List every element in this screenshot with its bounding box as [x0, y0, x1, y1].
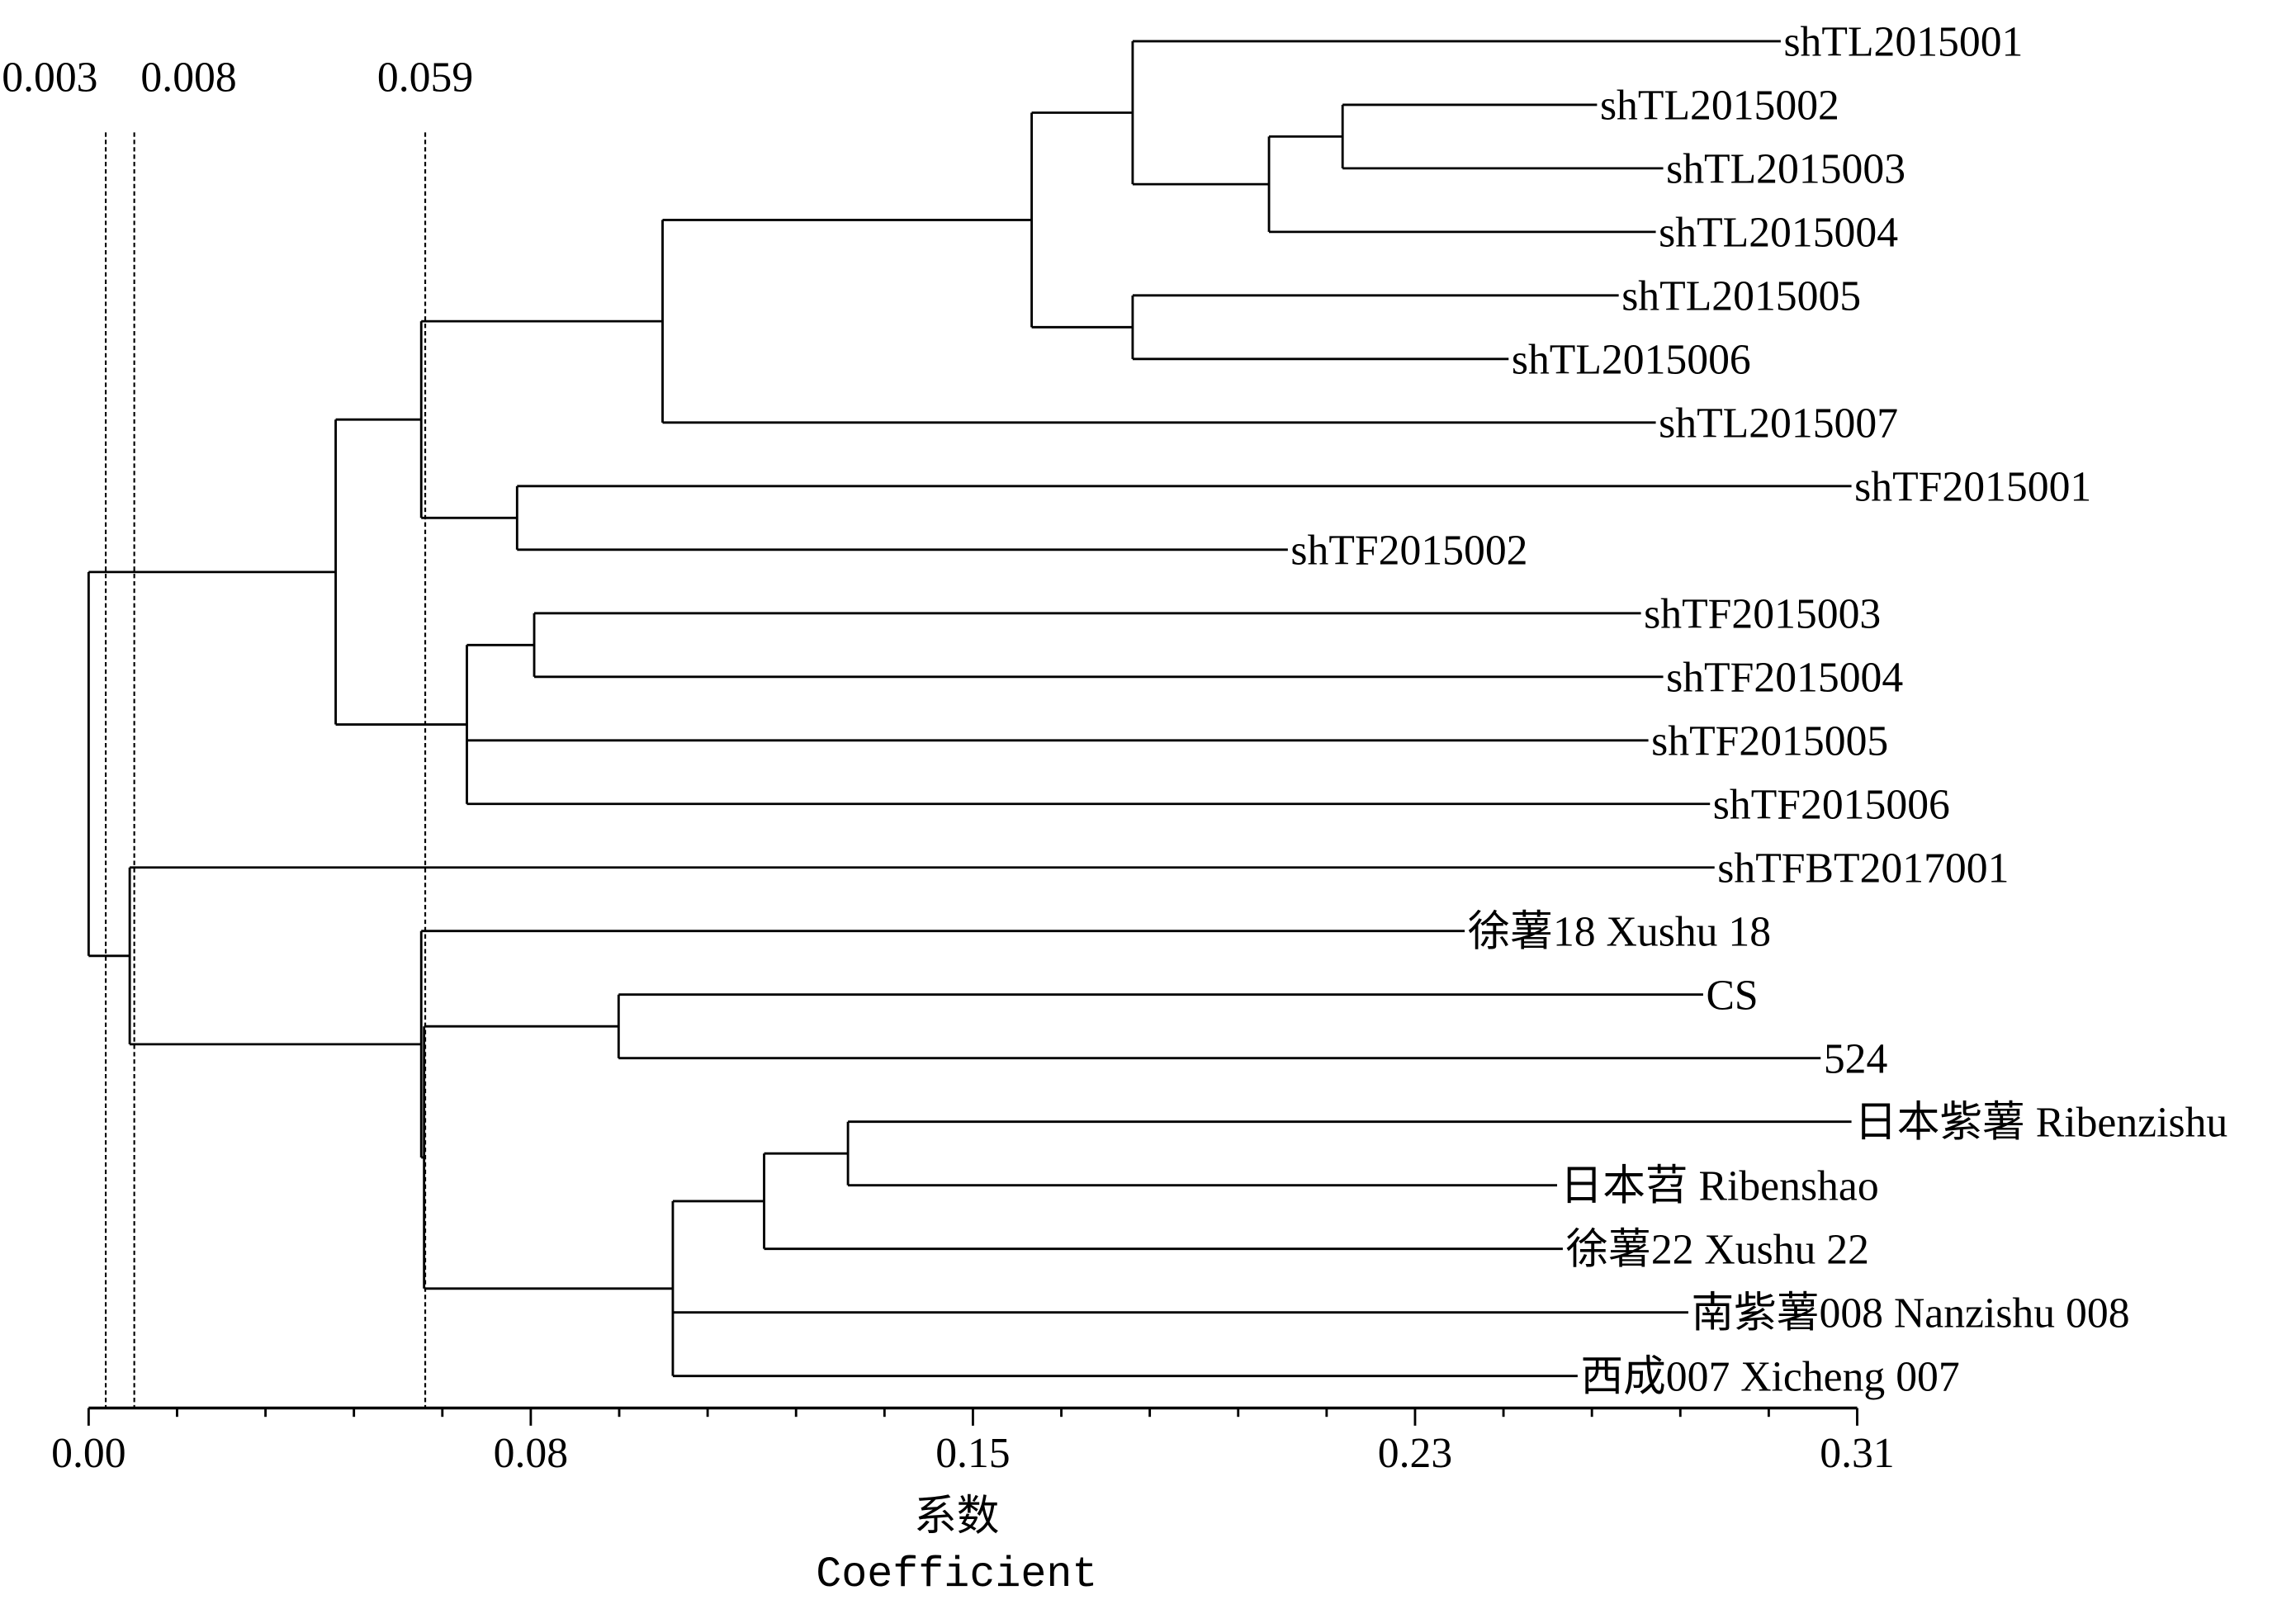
leaf-labels: shTL2015001 shTL2015002 shTL2015003 shTL201… — [1290, 19, 2227, 1401]
leaf-label: shTL2015003 — [1666, 146, 1905, 193]
leaf-label: shTF2015003 — [1644, 591, 1881, 638]
x-tick-label: 0.08 — [494, 1430, 568, 1477]
leaf-label: shTF2015002 — [1290, 528, 1527, 575]
leaf-label: shTL2015005 — [1621, 273, 1861, 320]
leaf-label: 日本苕 Ribenshao — [1560, 1163, 1879, 1210]
leaf-label: 南紫薯008 Nanzishu 008 — [1692, 1290, 2130, 1337]
x-axis-title-cn: 系数 — [914, 1493, 999, 1540]
leaf-label: 徐薯18 Xushu 18 — [1468, 909, 1771, 956]
leaf-label: 徐薯22 Xushu 22 — [1565, 1226, 1868, 1273]
leaf-label: shTF2015006 — [1713, 782, 1950, 829]
leaf-label: shTL2015007 — [1659, 400, 1898, 447]
cut-label: 0.008 — [140, 54, 236, 101]
cut-label: 0.059 — [377, 54, 473, 101]
x-tick-label: 0.31 — [1820, 1430, 1894, 1477]
cut-label: 0.003 — [2, 54, 97, 101]
x-axis: 0.00 0.08 0.15 0.23 0.31 — [51, 1406, 1895, 1477]
x-tick-label: 0.23 — [1378, 1430, 1452, 1477]
leaf-label: 日本紫薯 Ribenzishu — [1854, 1100, 2227, 1147]
leaf-label: shTL2015004 — [1659, 210, 1898, 257]
leaf-label: shTL2015002 — [1600, 83, 1839, 130]
leaf-label: CS — [1706, 973, 1758, 1020]
x-axis-title-en: Coefficient — [816, 1550, 1097, 1599]
x-tick-label: 0.00 — [51, 1430, 125, 1477]
leaf-label: 524 — [1824, 1036, 1888, 1083]
leaf-label: shTF2015001 — [1854, 464, 2091, 511]
leaf-label: shTF2015005 — [1651, 718, 1888, 765]
leaf-label: shTL2015001 — [1783, 19, 2023, 66]
x-tick-label: 0.15 — [935, 1430, 1010, 1477]
leaf-label: shTL2015006 — [1512, 337, 1751, 384]
dendrogram-tree — [87, 40, 1852, 1378]
leaf-label: 西成007 Xicheng 007 — [1580, 1353, 1959, 1400]
cut-lines: 0.003 0.008 0.059 — [2, 54, 473, 1408]
leaf-label: shTFBT2017001 — [1717, 845, 2009, 892]
leaf-label: shTF2015004 — [1666, 655, 1903, 702]
